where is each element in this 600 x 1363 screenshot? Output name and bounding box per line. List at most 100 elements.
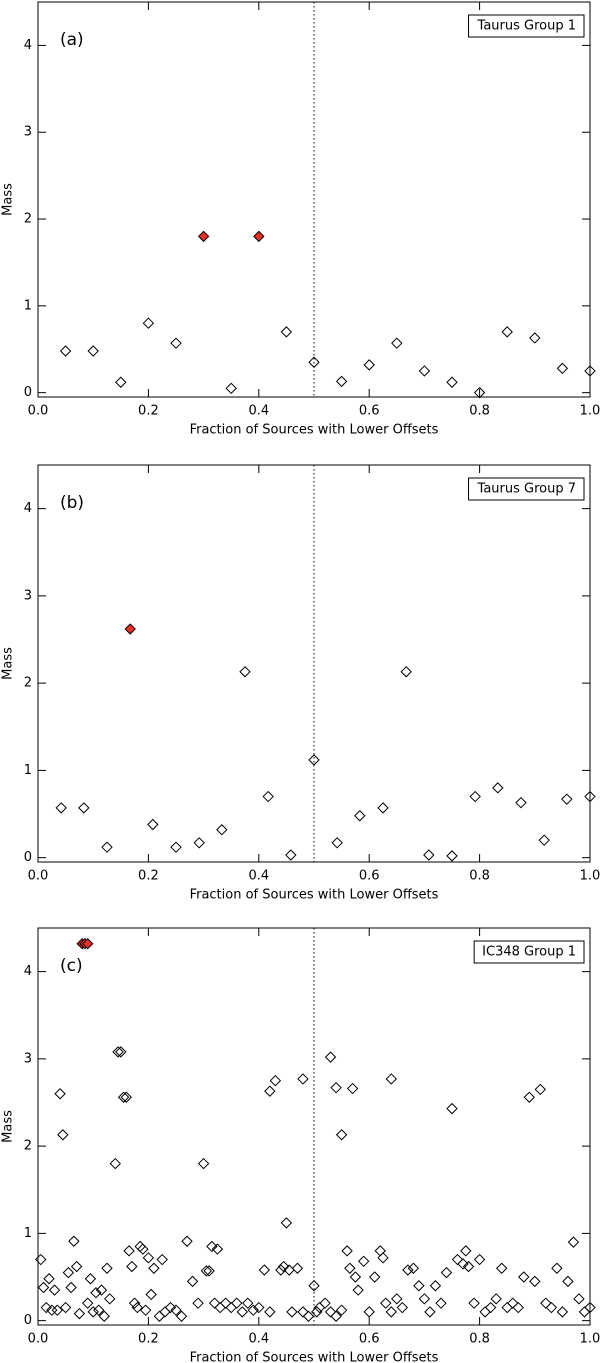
data-point <box>501 326 513 338</box>
data-point <box>90 1287 102 1299</box>
panel: 0.0 0.2 0.4 0.6 0.8 1.0 0 1 2 3 4 Fraction of Sourc… <box>1 927 600 1363</box>
y-tick-label: 0 <box>24 850 32 865</box>
data-point <box>460 1245 472 1257</box>
data-point <box>253 230 265 243</box>
data-point <box>147 818 159 831</box>
data-point <box>335 375 348 388</box>
data-point <box>277 1260 290 1273</box>
panel-label: (b) <box>60 493 84 513</box>
data-point <box>369 1271 381 1283</box>
data-point <box>142 317 155 329</box>
data-point <box>275 1264 287 1276</box>
data-point <box>280 1217 293 1229</box>
data-point <box>264 1085 276 1097</box>
x-tick-label: 0.6 <box>359 1332 380 1347</box>
annotation: Taurus Group 1 <box>477 19 576 34</box>
data-point <box>242 1297 254 1309</box>
x-tick-label: 0.6 <box>359 869 380 884</box>
data-point <box>239 666 251 678</box>
data-point <box>311 1306 323 1318</box>
data-point <box>269 1074 282 1087</box>
data-point <box>344 1262 356 1274</box>
annotation: Taurus Group 7 <box>477 482 576 497</box>
data-point <box>385 1073 397 1085</box>
x-axis-label: Fraction of Sources with Lower Offsets <box>190 423 439 438</box>
data-point <box>429 1280 442 1292</box>
y-tick-label: 1 <box>24 1226 32 1241</box>
data-point <box>280 326 293 338</box>
data-point <box>262 790 274 803</box>
data-point <box>236 1306 248 1318</box>
x-tick-label: 0.2 <box>138 404 159 419</box>
x-tick-label: 0.2 <box>138 1332 159 1347</box>
x-tick-label: 1.0 <box>580 1332 600 1347</box>
data-point <box>529 1275 541 1288</box>
data-point <box>352 1284 364 1296</box>
x-tick-label: 0.6 <box>359 404 380 419</box>
data-point <box>112 1046 124 1058</box>
data-point <box>584 1301 596 1314</box>
panel-label: (a) <box>60 30 84 50</box>
data-point <box>211 1243 224 1255</box>
data-point <box>37 1281 50 1294</box>
data-point <box>349 1271 362 1283</box>
data-point <box>35 1253 47 1266</box>
data-point <box>78 802 90 814</box>
y-tick-label: 2 <box>24 212 32 227</box>
data-point <box>128 1297 141 1309</box>
data-point <box>156 1253 168 1266</box>
data-point <box>55 802 67 814</box>
data-point <box>330 1310 342 1322</box>
data-point <box>253 1301 265 1314</box>
data-point <box>95 1284 108 1296</box>
data-point <box>507 1297 519 1309</box>
data-point <box>109 1157 121 1170</box>
data-point <box>297 1073 309 1085</box>
data-point <box>446 376 458 388</box>
data-point <box>115 376 127 388</box>
data-point <box>93 1304 105 1316</box>
data-point <box>264 1306 276 1318</box>
x-tick-label: 0.8 <box>469 404 490 419</box>
x-tick-label: 1.0 <box>580 869 600 884</box>
data-point <box>335 1304 348 1316</box>
y-tick-label: 2 <box>24 676 32 691</box>
data-point <box>87 1306 99 1318</box>
data-point <box>385 1306 397 1318</box>
y-tick-label: 3 <box>24 125 32 140</box>
data-point <box>231 1297 243 1309</box>
data-point <box>208 1297 221 1309</box>
data-point <box>286 1306 298 1318</box>
data-point <box>561 793 573 805</box>
data-point <box>175 1310 188 1322</box>
data-point <box>490 1293 502 1305</box>
data-point <box>308 1280 320 1292</box>
data-point <box>308 356 320 368</box>
data-point <box>391 337 403 349</box>
data-point <box>354 810 366 822</box>
data-point <box>193 837 205 849</box>
data-point <box>81 1297 94 1309</box>
data-point <box>402 1264 414 1276</box>
y-tick-label: 4 <box>24 501 32 516</box>
data-point <box>363 1306 375 1318</box>
data-point <box>139 1304 152 1316</box>
data-point <box>518 1271 530 1283</box>
x-tick-label: 0.4 <box>248 869 269 884</box>
data-point <box>515 796 527 809</box>
data-point <box>48 1284 61 1296</box>
data-point <box>285 849 297 861</box>
x-tick-label: 0.4 <box>248 404 269 419</box>
x-tick-label: 0.0 <box>28 869 49 884</box>
x-tick-label: 1.0 <box>580 404 600 419</box>
panel: 0.0 0.2 0.4 0.6 0.8 1.0 0 1 2 3 4 Fraction of Sourc… <box>1 464 600 903</box>
data-point <box>302 1310 315 1322</box>
data-point <box>468 1297 480 1309</box>
x-tick-label: 0.2 <box>138 869 159 884</box>
panel: 0.0 0.2 0.4 0.6 0.8 1.0 0 1 2 3 4 Fraction of Sourc… <box>1 1 600 438</box>
data-point <box>170 337 182 349</box>
y-tick-label: 2 <box>24 1139 32 1154</box>
data-point <box>123 1245 135 1257</box>
